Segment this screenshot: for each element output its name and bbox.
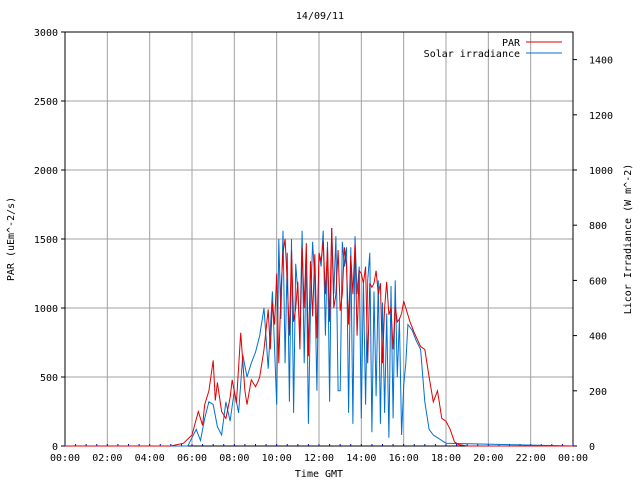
- x-tick-label: 00:00: [50, 453, 80, 464]
- y-right-ticks: 0 200 400 600 800 1000 1200 1400: [573, 56, 613, 453]
- chart-title: 14/09/11: [296, 11, 344, 22]
- x-tick-label: 22:00: [516, 453, 546, 464]
- y-left-tick-label: 1000: [34, 304, 58, 315]
- y-left-ticks: 0 500 1000 1500 2000 2500 3000: [34, 28, 65, 453]
- x-tick-label: 00:00: [558, 453, 588, 464]
- y-right-tick-label: 1400: [589, 56, 613, 67]
- x-tick-label: 20:00: [473, 453, 503, 464]
- y-right-tick-label: 400: [589, 332, 607, 343]
- y-axis-left-label: PAR (uEm^-2/s): [6, 197, 17, 281]
- y-right-tick-label: 200: [589, 387, 607, 398]
- gridlines: [65, 32, 573, 446]
- y-left-tick-label: 1500: [34, 235, 58, 246]
- legend-label-par: PAR: [502, 38, 521, 49]
- y-right-tick-label: 800: [589, 221, 607, 232]
- x-tick-label: 18:00: [431, 453, 461, 464]
- series-line-par: [65, 227, 573, 447]
- x-tick-label: 06:00: [177, 453, 207, 464]
- x-tick-label: 08:00: [219, 453, 249, 464]
- x-tick-label: 10:00: [262, 453, 292, 464]
- y-left-tick-label: 2000: [34, 166, 58, 177]
- x-tick-label: 04:00: [135, 453, 165, 464]
- y-left-tick-label: 0: [52, 442, 58, 453]
- y-right-tick-label: 1000: [589, 166, 613, 177]
- legend: PAR Solar irradiance: [424, 38, 562, 60]
- y-left-tick-label: 500: [40, 373, 58, 384]
- legend-label-solar-irradiance: Solar irradiance: [424, 49, 520, 60]
- series-lines: [65, 227, 574, 447]
- y-left-tick-label: 2500: [34, 97, 58, 108]
- x-tick-label: 16:00: [389, 453, 419, 464]
- y-axis-right-label: Licor Irradiance (W m^-2): [623, 164, 634, 315]
- x-axis-label: Time GMT: [295, 469, 343, 480]
- y-right-tick-label: 0: [589, 442, 595, 453]
- x-tick-label: 14:00: [346, 453, 376, 464]
- y-right-tick-label: 600: [589, 276, 607, 287]
- x-tick-label: 12:00: [304, 453, 334, 464]
- y-right-tick-label: 1200: [589, 111, 613, 122]
- y-left-tick-label: 3000: [34, 28, 58, 39]
- x-ticks: 00:00 02:00 04:00 06:00 08:00 10:00 12:00 14:00…: [50, 444, 588, 464]
- x-tick-label: 02:00: [92, 453, 122, 464]
